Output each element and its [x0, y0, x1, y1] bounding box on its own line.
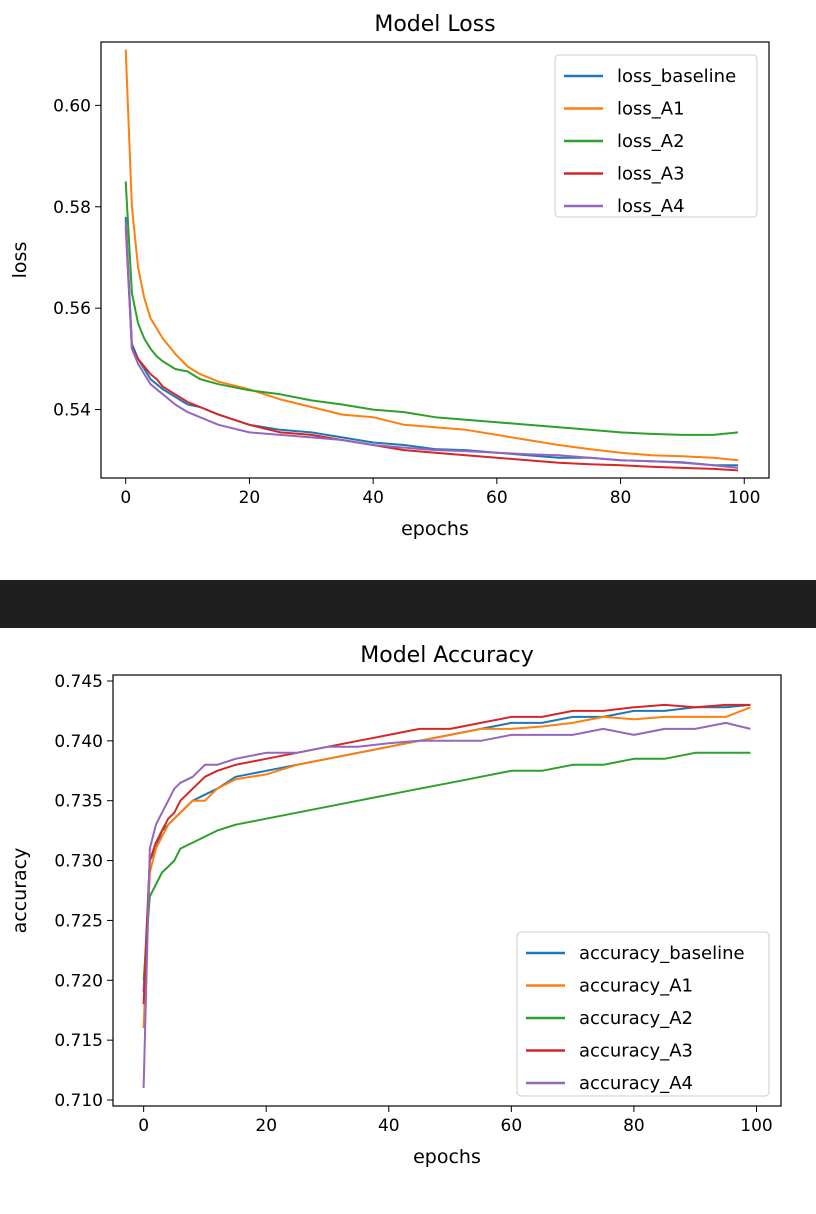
legend-label-accuracy_A3: accuracy_A3 [579, 1041, 693, 1062]
plot-frame [100, 41, 770, 479]
y-tick-label: 0.735 [54, 792, 103, 812]
legend-label-loss_A1: loss_A1 [617, 99, 685, 120]
x-tick-label: 20 [255, 1116, 277, 1136]
legend: loss_baseline loss_A1 loss_A2 loss_A3 loss_A… [554, 54, 758, 218]
x-tick-label: 40 [378, 1116, 400, 1136]
series-line-accuracy_A2 [142, 751, 751, 981]
panel-separator [0, 580, 816, 628]
y-tick-label: 0.710 [54, 1091, 103, 1111]
legend-label-loss_A2: loss_A2 [617, 131, 685, 152]
series-line-loss_A4 [124, 221, 739, 469]
series-line-accuracy_A3 [142, 703, 751, 1005]
legend-label-loss_A3: loss_A3 [617, 164, 685, 185]
y-tick-label: 0.745 [54, 672, 103, 692]
accuracy-chart-panel: Model Accuracy 0 20 40 60 80 100 0.710 0.715 0.72… [0, 628, 816, 1210]
y-tick-label: 0.730 [54, 852, 103, 872]
series-line-accuracy_A4 [142, 721, 751, 1089]
plot-frame [112, 674, 782, 1107]
legend: accuracy_baseline accuracy_A1 accuracy_A2a… [516, 931, 770, 1097]
loss-chart: Model Loss 0 20 40 60 80 100 0.54 0.56 0.58 0.60 ep… [9, 12, 770, 540]
x-tick-label: 40 [362, 488, 384, 508]
legend-label-accuracy_A2: accuracy_A2 [579, 1008, 693, 1029]
y-tick-label: 0.60 [53, 96, 91, 116]
accuracy-chart: Model Accuracy 0 20 40 60 80 100 0.710 0.715 0.72… [9, 643, 782, 1168]
y-tick-label: 0.740 [54, 732, 103, 752]
x-tick-label: 80 [623, 1116, 645, 1136]
x-tick-label: 0 [120, 488, 131, 508]
y-tick-label: 0.56 [53, 299, 91, 319]
x-tick-label: 100 [728, 488, 760, 508]
y-axis-label: loss [9, 242, 31, 279]
x-tick-label: 60 [501, 1116, 523, 1136]
loss-chart-panel: Model Loss 0 20 40 60 80 100 0.54 0.56 0.58 0.60 ep… [0, 0, 816, 580]
series-line-loss_A2 [124, 181, 739, 436]
y-tick-label: 0.720 [54, 971, 103, 991]
x-tick-label: 20 [239, 488, 261, 508]
series-group [142, 703, 751, 1089]
legend-box [554, 54, 758, 218]
chart-title: Model Accuracy [360, 643, 534, 668]
chart-title: Model Loss [374, 12, 495, 37]
legend-label-accuracy_baseline: accuracy_baseline [579, 943, 745, 964]
y-tick-label: 0.58 [53, 198, 91, 218]
legend-label-loss_A4: loss_A4 [617, 196, 685, 217]
series-line-accuracy_A1 [142, 706, 751, 1029]
series-line-loss_A3 [124, 226, 739, 472]
x-axis-label: epochs [401, 518, 469, 540]
x-axis-label: epochs [413, 1146, 481, 1168]
x-tick-label: 80 [610, 488, 632, 508]
x-tick-label: 100 [740, 1116, 772, 1136]
legend-label-accuracy_A1: accuracy_A1 [579, 976, 693, 997]
y-tick-label: 0.715 [54, 1031, 103, 1051]
y-tick-label: 0.54 [53, 401, 91, 421]
series-group [124, 49, 739, 472]
legend-box [516, 931, 770, 1097]
x-tick-label: 0 [138, 1116, 149, 1136]
x-tick-label: 60 [486, 488, 508, 508]
legend-label-accuracy_A4: accuracy_A4 [579, 1073, 693, 1094]
y-tick-label: 0.725 [54, 911, 103, 931]
y-axis-label: accuracy [9, 848, 31, 934]
legend-label-loss_baseline: loss_baseline [617, 66, 736, 87]
series-line-loss_A1 [124, 49, 739, 462]
